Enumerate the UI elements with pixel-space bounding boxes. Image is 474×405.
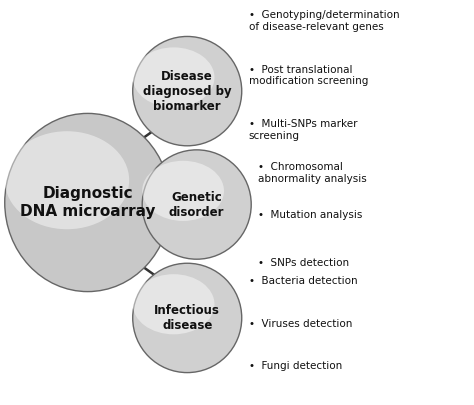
Text: •  Bacteria detection: • Bacteria detection (249, 276, 357, 286)
Text: Diagnostic
DNA microarray: Diagnostic DNA microarray (20, 186, 155, 219)
Ellipse shape (133, 36, 242, 146)
Ellipse shape (142, 150, 251, 259)
Ellipse shape (133, 47, 214, 107)
Text: •  Post translational
modification screening: • Post translational modification screen… (249, 65, 368, 86)
Ellipse shape (133, 263, 242, 373)
Text: •  Multi-SNPs marker
screening: • Multi-SNPs marker screening (249, 119, 357, 141)
Text: Infectious
disease: Infectious disease (155, 304, 220, 332)
Ellipse shape (133, 274, 214, 335)
Text: Disease
diagnosed by
biomarker: Disease diagnosed by biomarker (143, 70, 231, 113)
Text: •  Chromosomal
abnormality analysis: • Chromosomal abnormality analysis (258, 162, 367, 183)
Text: •  Viruses detection: • Viruses detection (249, 319, 352, 329)
Text: •  SNPs detection: • SNPs detection (258, 258, 349, 268)
Ellipse shape (5, 113, 171, 292)
Text: Genetic
disorder: Genetic disorder (169, 190, 225, 219)
Text: •  Fungi detection: • Fungi detection (249, 361, 342, 371)
Ellipse shape (5, 131, 129, 229)
Text: •  Genotyping/determination
of disease-relevant genes: • Genotyping/determination of disease-re… (249, 10, 400, 32)
Ellipse shape (142, 161, 224, 221)
Text: •  Mutation analysis: • Mutation analysis (258, 210, 363, 220)
